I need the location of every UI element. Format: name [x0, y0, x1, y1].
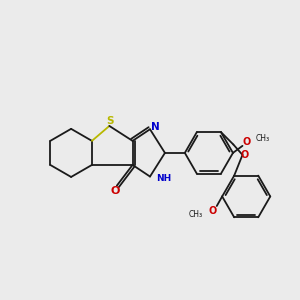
Text: O: O: [209, 206, 217, 216]
Text: S: S: [106, 116, 113, 126]
Text: O: O: [110, 186, 119, 196]
Text: CH₃: CH₃: [256, 134, 270, 143]
Text: O: O: [240, 150, 249, 160]
Text: O: O: [242, 137, 251, 147]
Text: N: N: [152, 122, 160, 132]
Text: CH₃: CH₃: [189, 210, 203, 219]
Text: NH: NH: [156, 174, 171, 183]
